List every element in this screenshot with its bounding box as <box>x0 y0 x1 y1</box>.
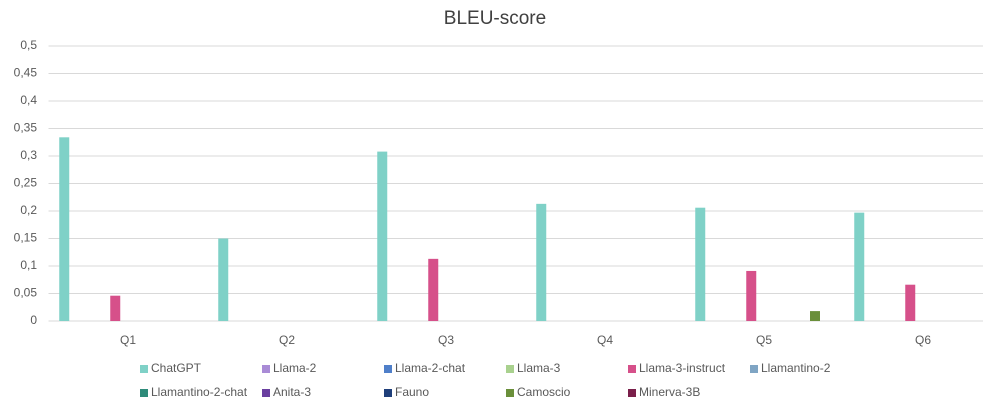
legend-swatch <box>506 389 514 397</box>
legend-label: Llamantino-2-chat <box>151 385 248 399</box>
legend-label: Llama-3 <box>517 361 561 375</box>
legend-label: Llama-2 <box>273 361 317 375</box>
y-tick-label: 0 <box>30 313 37 327</box>
bar <box>854 212 865 321</box>
y-tick-label: 0,4 <box>20 93 37 107</box>
chart-title: BLEU-score <box>444 8 546 29</box>
y-tick-label: 0,45 <box>14 66 38 80</box>
legend-swatch <box>628 365 636 373</box>
bar <box>377 151 388 321</box>
legend-label: Llama-2-chat <box>395 361 466 375</box>
bar <box>810 311 820 321</box>
x-tick-label: Q3 <box>438 333 454 347</box>
y-tick-label: 0,2 <box>20 203 37 217</box>
legend-label: Fauno <box>395 385 429 399</box>
bar <box>536 203 547 321</box>
x-tick-label: Q2 <box>279 333 295 347</box>
legend-swatch <box>384 365 392 373</box>
legend-label: Minerva-3B <box>639 385 700 399</box>
bar <box>746 270 757 321</box>
legend-label: ChatGPT <box>151 361 202 375</box>
legend-swatch <box>262 389 270 397</box>
y-tick-label: 0,25 <box>14 176 38 190</box>
y-tick-label: 0,5 <box>20 38 37 52</box>
legend-label: Llamantino-2 <box>761 361 831 375</box>
legend-swatch <box>262 365 270 373</box>
bar <box>110 295 121 321</box>
legend-swatch <box>506 365 514 373</box>
bar <box>218 238 229 321</box>
legend-swatch <box>140 365 148 373</box>
bar <box>59 137 70 321</box>
x-tick-label: Q6 <box>915 333 931 347</box>
legend-swatch <box>750 365 758 373</box>
y-tick-label: 0,15 <box>14 231 38 245</box>
y-tick-label: 0,05 <box>14 286 38 300</box>
y-tick-label: 0,1 <box>20 258 37 272</box>
y-tick-label: 0,35 <box>14 121 38 135</box>
legend-swatch <box>140 389 148 397</box>
legend-label: Llama-3-instruct <box>639 361 726 375</box>
bar <box>695 207 706 321</box>
legend-swatch <box>384 389 392 397</box>
bar <box>905 284 916 321</box>
legend-label: Camoscio <box>517 385 571 399</box>
legend-swatch <box>628 389 636 397</box>
bar <box>428 258 439 321</box>
y-tick-label: 0,3 <box>20 148 37 162</box>
legend-label: Anita-3 <box>273 385 311 399</box>
x-tick-label: Q1 <box>120 333 136 347</box>
x-tick-label: Q4 <box>597 333 613 347</box>
x-tick-label: Q5 <box>756 333 772 347</box>
